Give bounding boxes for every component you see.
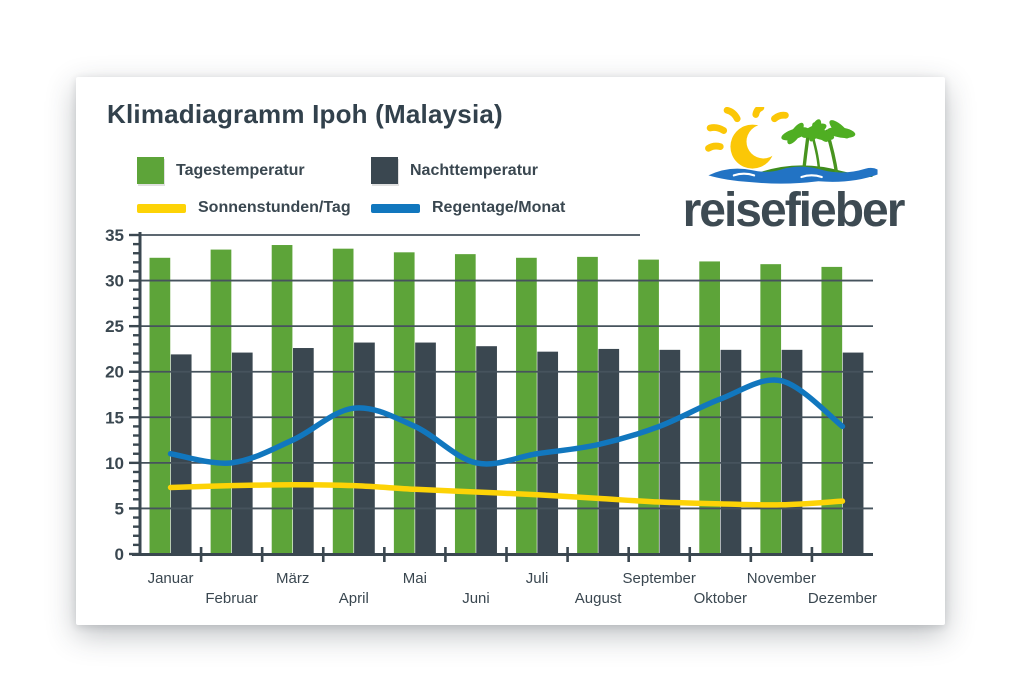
palm-fronds-icon bbox=[781, 119, 856, 145]
legend-label: Sonnenstunden/Tag bbox=[198, 199, 351, 216]
legend-label: Tagestemperatur bbox=[176, 161, 305, 179]
legend-label: Nachttemperatur bbox=[410, 161, 539, 179]
legend-item-nachttemperatur: Nachttemperatur bbox=[371, 157, 538, 184]
page-title: Klimadiagramm Ipoh (Malaysia) bbox=[107, 99, 503, 129]
sun-rays-icon bbox=[705, 107, 789, 152]
sun-hours-swatch-icon bbox=[137, 203, 186, 213]
logo-graphic bbox=[705, 107, 878, 184]
legend-item-regentage: Regentage/Monat bbox=[371, 199, 565, 217]
logo-wordmark: reisefieber bbox=[682, 184, 906, 237]
legend-item-tagestemperatur: Tagestemperatur bbox=[137, 157, 305, 184]
day-temp-swatch-icon bbox=[137, 157, 164, 184]
legend-item-sonnenstunden: Sonnenstunden/Tag bbox=[137, 199, 351, 217]
rain-days-swatch-icon bbox=[371, 203, 420, 213]
night-temp-swatch-icon bbox=[371, 157, 398, 184]
water-icon bbox=[708, 166, 878, 184]
legend-label: Regentage/Monat bbox=[432, 199, 566, 216]
reisefieber-logo: reisefieber bbox=[660, 107, 926, 235]
climate-card: Klimadiagramm Ipoh (Malaysia) Tagestempe… bbox=[76, 77, 945, 625]
sun-icon bbox=[730, 124, 781, 169]
